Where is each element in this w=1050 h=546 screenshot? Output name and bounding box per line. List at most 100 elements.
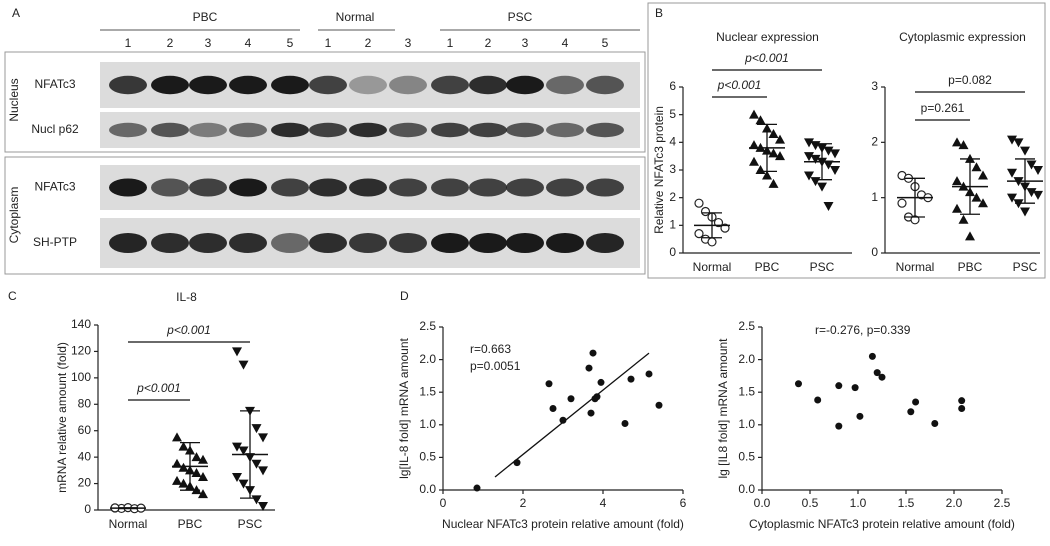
band: [506, 75, 544, 95]
point: [823, 160, 834, 170]
x-tick-label: PBC: [178, 517, 203, 531]
point: [835, 382, 843, 390]
point: [589, 349, 597, 357]
point: [1007, 193, 1017, 203]
bracket-label: p<0.001: [717, 78, 762, 92]
chart-title: Cytoplasmic expression: [899, 30, 1026, 44]
y-tick-label: 5: [669, 107, 676, 121]
x-axis-label: Nuclear NFATc3 protein relative amount (…: [442, 517, 684, 531]
lane-label: 1: [125, 36, 132, 50]
point: [258, 502, 268, 512]
band: [189, 75, 227, 95]
y-tick-label: 4: [669, 135, 676, 149]
y-tick-label: 0: [871, 245, 878, 259]
band: [271, 75, 309, 95]
point: [1007, 135, 1017, 145]
y-tick-label: 120: [71, 344, 91, 358]
x-tick-label: 2.5: [994, 496, 1011, 510]
nucleus-box: [4, 51, 646, 153]
point: [873, 369, 881, 377]
point: [749, 109, 759, 119]
band: [389, 75, 427, 95]
point: [513, 459, 521, 467]
lane-label: 1: [325, 36, 332, 50]
y-tick-label: 1.5: [738, 384, 755, 398]
point: [897, 198, 907, 208]
point: [238, 479, 249, 489]
y-tick-label: 1.5: [419, 384, 436, 398]
y-tick-label: 140: [71, 317, 91, 331]
band: [349, 178, 387, 197]
y-tick-label: 0.0: [738, 482, 755, 496]
x-axis-label: Cytoplasmic NFATc3 protein relative amou…: [749, 517, 1015, 531]
point: [1013, 138, 1024, 148]
band: [469, 122, 507, 138]
band: [189, 122, 227, 138]
point: [823, 201, 834, 211]
y-tick-label: 0.5: [738, 450, 755, 464]
lane-label: 4: [562, 36, 569, 50]
y-tick-label: 0: [84, 502, 91, 516]
y-axis-label: mRNA relative amount (fold): [55, 342, 69, 493]
band: [546, 122, 584, 138]
band: [506, 178, 544, 197]
point: [694, 229, 704, 239]
band: [271, 122, 309, 138]
band: [349, 233, 387, 253]
point: [958, 405, 966, 412]
band: [229, 178, 267, 197]
point: [755, 165, 766, 174]
point: [587, 409, 595, 417]
lane-label: 2: [485, 36, 492, 50]
band: [109, 178, 147, 197]
y-tick-label: 20: [78, 476, 92, 490]
y-axis-label: lg [IL8 fold] mRNA amount: [716, 338, 730, 479]
annotation: r=-0.276, p=0.339: [815, 323, 911, 337]
point: [856, 412, 864, 420]
point: [749, 140, 759, 150]
compartment-label: Cytoplasm: [7, 187, 21, 244]
point: [645, 370, 653, 378]
band: [469, 178, 507, 197]
y-tick-label: 0: [669, 245, 676, 259]
point: [545, 380, 553, 388]
y-tick-label: 3: [871, 79, 878, 93]
point: [655, 401, 663, 409]
point: [567, 395, 575, 403]
band: [271, 233, 309, 253]
lane-label: 5: [287, 36, 294, 50]
band: [586, 75, 624, 95]
y-tick-label: 2.0: [419, 352, 436, 366]
y-tick-label: 1.0: [419, 417, 436, 431]
group-label: PSC: [508, 10, 533, 24]
x-tick-label: Normal: [896, 260, 935, 274]
x-tick-label: 2.0: [946, 496, 963, 510]
point: [232, 442, 242, 452]
point: [775, 134, 785, 144]
bracket-label: p<0.001: [166, 323, 211, 337]
x-tick-label: 2: [520, 496, 527, 510]
point: [851, 384, 859, 392]
y-tick-label: 60: [78, 423, 92, 437]
panel-letter: A: [12, 6, 20, 20]
point: [549, 405, 557, 412]
row-label: SH-PTP: [33, 235, 77, 249]
y-tick-label: 0.0: [419, 482, 436, 496]
point: [621, 419, 629, 427]
point: [768, 178, 779, 188]
point: [700, 206, 711, 217]
point: [971, 192, 982, 202]
point: [707, 237, 717, 247]
band: [151, 122, 189, 138]
lane-label: 3: [405, 36, 412, 50]
y-tick-label: 2.5: [419, 319, 436, 333]
point: [238, 360, 249, 370]
x-tick-label: PSC: [1013, 260, 1038, 274]
band: [546, 233, 584, 253]
point: [232, 472, 242, 482]
fit-line: [494, 352, 650, 478]
y-tick-label: 1: [871, 190, 878, 204]
point: [878, 373, 886, 381]
x-tick-label: PBC: [755, 260, 780, 274]
band: [431, 178, 469, 197]
